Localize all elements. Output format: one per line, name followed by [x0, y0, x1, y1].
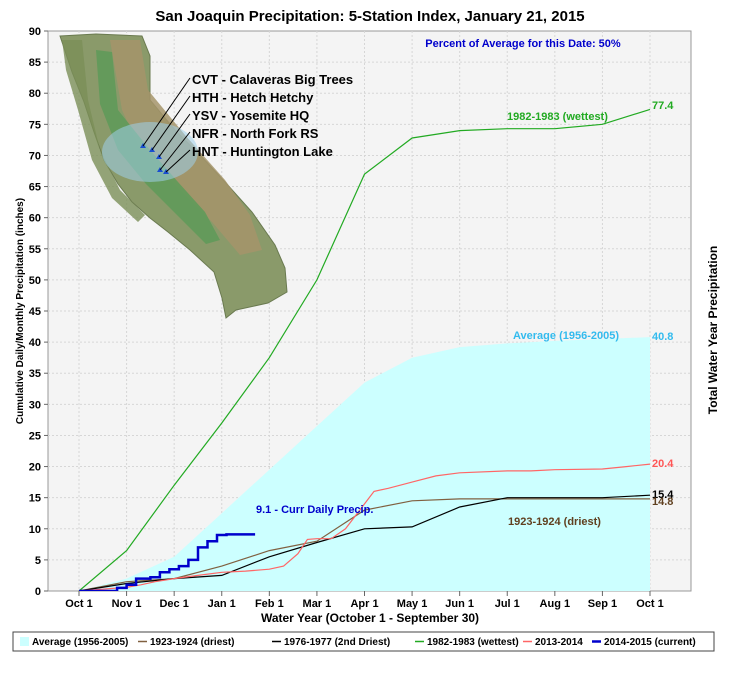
y-tick-label: 65	[29, 182, 41, 194]
y-tick-label: 25	[29, 430, 41, 442]
annotations: Average (1956-2005) 1982-1983 (wettest) 19…	[256, 100, 674, 528]
x-tick-label: Mar 1	[303, 598, 332, 610]
y-tick-label: 0	[35, 586, 41, 598]
end-value-label: 77.4	[652, 100, 674, 112]
station-label: YSV - Yosemite HQ	[192, 108, 309, 123]
station-labels: CVT - Calaveras Big Trees HTH - Hetch Het…	[192, 72, 353, 159]
x-tick-label: Nov 1	[112, 598, 142, 610]
end-value-label: 15.4	[652, 489, 674, 501]
station-label: HTH - Hetch Hetchy	[192, 90, 314, 105]
driest-series-label: 1923-1924 (driest)	[508, 516, 601, 528]
y-axis-label: Cumulative Daily/Monthly Precipitation (…	[15, 198, 26, 424]
x-tick-label: Jan 1	[208, 598, 236, 610]
y-tick-label: 85	[29, 57, 41, 69]
station-leader-line	[165, 149, 191, 173]
current-precip-label: 9.1 - Curr Daily Precip.	[256, 504, 373, 516]
legend-entry-label: 1923-1924 (driest)	[150, 637, 235, 648]
right-axis-label: Total Water Year Precipitation	[706, 246, 720, 415]
end-value-label: 40.8	[652, 331, 673, 343]
y-tick-label: 80	[29, 88, 41, 100]
average-series-label: Average (1956-2005)	[513, 330, 619, 342]
end-value-label: 20.4	[652, 458, 674, 470]
x-tick-label: Aug 1	[540, 598, 571, 610]
series-line	[78, 463, 651, 591]
x-tick-label: Jul 1	[495, 598, 520, 610]
y-tick-label: 35	[29, 368, 41, 380]
percent-of-average-note: Percent of Average for this Date: 50%	[425, 38, 621, 50]
y-tick-label: 70	[29, 150, 41, 162]
central-valley	[96, 50, 220, 244]
y-tick-label: 60	[29, 213, 41, 225]
station-label: HNT - Huntington Lake	[192, 144, 333, 159]
y-tick-label: 90	[29, 26, 41, 38]
legend-entry-label: 1982-1983 (wettest)	[427, 637, 519, 648]
station-leader-lines	[142, 77, 191, 173]
y-tick-label: 40	[29, 337, 41, 349]
end-value-label: 14.8	[652, 496, 673, 508]
y-tick-label: 20	[29, 462, 41, 474]
y-tick-label: 45	[29, 306, 41, 318]
legend-entry-label: 2013-2014	[535, 637, 583, 648]
y-tick-label: 75	[29, 119, 41, 131]
x-tick-label: Feb 1	[255, 598, 284, 610]
legend-entry-label: 1976-1977 (2nd Driest)	[284, 637, 390, 648]
x-tick-label: Oct 1	[65, 598, 93, 610]
y-tick-label: 55	[29, 244, 41, 256]
series-area-average	[79, 337, 650, 591]
x-tick-label: Oct 1	[636, 598, 664, 610]
series-line	[79, 533, 256, 591]
legend: Average (1956-2005) 1923-1924 (driest) 197…	[20, 637, 696, 648]
x-tick-label: Jun 1	[445, 598, 474, 610]
y-tick-label: 15	[29, 493, 41, 505]
legend-swatch	[20, 637, 29, 646]
line-series	[78, 108, 651, 591]
y-tick-label: 30	[29, 399, 41, 411]
x-tick-label: Sep 1	[588, 598, 617, 610]
series-line	[78, 108, 651, 591]
chart-title: San Joaquin Precipitation: 5-Station Ind…	[155, 8, 584, 25]
station-leader-line	[142, 77, 191, 147]
station-leader-line	[159, 131, 191, 171]
station-leader-line	[158, 113, 191, 158]
y-tick-label: 10	[29, 524, 41, 536]
legend-entry-label: Average (1956-2005)	[32, 637, 128, 648]
y-tick-label: 50	[29, 275, 41, 287]
station-label: CVT - Calaveras Big Trees	[192, 72, 353, 87]
station-leader-line	[151, 95, 191, 151]
x-tick-label: May 1	[397, 598, 428, 610]
x-tick-label: Apr 1	[350, 598, 378, 610]
station-label: NFR - North Fork RS	[192, 126, 319, 141]
coast-range	[62, 40, 145, 222]
area-series	[79, 337, 650, 591]
x-axis-label: Water Year (October 1 - September 30)	[261, 611, 479, 625]
axes: 0 5 10 15 20 25 30 35 40 45 50 55 60 65 70 75 80 85 90 Oct …	[29, 26, 664, 610]
x-tick-label: Dec 1	[159, 598, 188, 610]
legend-box	[12, 631, 715, 652]
y-tick-label: 5	[35, 555, 41, 567]
legend-entry-label: 2014-2015 (current)	[604, 637, 696, 648]
wettest-series-label: 1982-1983 (wettest)	[507, 111, 608, 123]
